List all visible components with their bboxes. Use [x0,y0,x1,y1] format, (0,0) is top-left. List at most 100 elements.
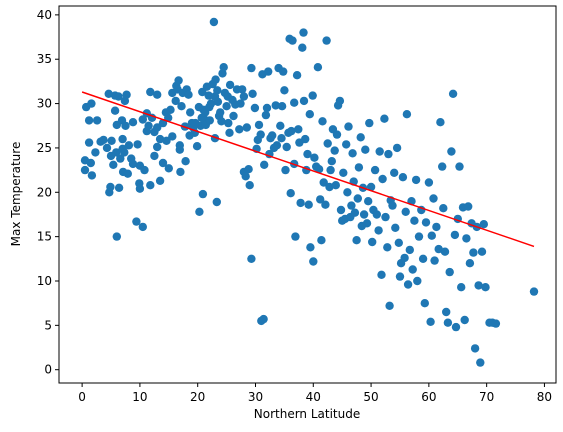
scatter-point-122 [225,128,234,137]
scatter-point-51 [146,181,155,190]
scatter-point-144 [256,130,265,139]
scatter-point-46 [138,115,147,124]
y-axis-label: Max Temperature [9,142,23,247]
scatter-point-147 [259,314,268,324]
scatter-point-58 [153,90,162,99]
x-tick-label: 20 [190,390,205,404]
scatter-point-258 [403,280,413,289]
scatter-point-101 [204,91,213,100]
scatter-point-34 [122,90,131,99]
scatter-point-300 [474,281,483,290]
scatter-point-224 [356,133,365,142]
scatter-point-175 [294,125,303,134]
scatter-point-307 [491,319,501,328]
scatter-point-202 [327,157,336,166]
scatter-point-218 [348,149,357,158]
scatter-point-287 [451,322,461,332]
scatter-point-13 [104,89,113,99]
scatter-point-259 [405,245,414,255]
scatter-point-38 [128,118,138,127]
scatter-point-60 [155,134,165,144]
scatter-point-196 [319,178,328,187]
scatter-point-1 [80,165,90,175]
scatter-point-130 [238,85,247,94]
scatter-point-276 [434,244,443,254]
scatter-point-41 [133,140,142,149]
y-tick-label: 0 [44,363,52,377]
scatter-point-248 [390,168,399,177]
scatter-point-89 [192,142,202,151]
regression-line [81,91,535,248]
scatter-point-139 [248,89,257,99]
scatter-point-156 [271,101,280,110]
scatter-point-66 [164,164,173,173]
x-tick-label: 80 [537,390,552,404]
scatter-point-125 [229,111,238,121]
scatter-point-308 [529,287,539,296]
x-tick-label: 0 [78,390,86,404]
y-tick-label: 30 [37,97,52,111]
scatter-point-181 [301,134,310,144]
scatter-point-214 [343,188,352,197]
scatter-point-26 [116,154,125,163]
scatter-point-52 [146,87,155,97]
scatter-point-103 [205,116,214,125]
plot-frame [58,5,557,384]
scatter-point-244 [384,149,393,159]
scatter-point-262 [410,216,419,225]
scatter-point-64 [162,136,171,145]
scatter-point-169 [287,126,296,136]
scatter-point-279 [439,204,448,213]
y-tick-label: 35 [37,52,52,66]
scatter-point-67 [166,105,175,115]
scatter-point-220 [350,208,360,217]
scatter-point-249 [391,223,400,232]
scatter-point-286 [450,230,460,240]
scatter-point-227 [359,210,369,219]
scatter-point-62 [158,158,168,168]
scatter-point-143 [254,120,264,130]
scatter-point-223 [354,163,364,172]
scatter-point-198 [322,36,331,45]
scatter-point-250 [392,143,402,153]
scatter-point-56 [153,142,162,152]
y-tick-label: 15 [37,230,52,244]
scatter-point-294 [464,202,473,211]
scatter-point-197 [321,200,330,209]
scatter-point-247 [388,201,397,210]
scatter-point-295 [465,259,475,268]
scatter-point-163 [280,86,289,95]
scatter-point-179 [299,28,308,37]
scatter-point-222 [353,194,362,203]
scatter-point-75 [175,145,184,154]
scatter-point-65 [164,113,173,123]
scatter-point-278 [438,162,447,171]
scatter-point-230 [364,197,373,206]
scatter-point-252 [395,272,405,281]
scatter-point-232 [366,182,376,192]
scatter-point-9 [92,116,102,125]
scatter-point-213 [342,140,351,149]
scatter-point-73 [174,76,183,85]
scatter-point-204 [330,146,339,155]
scatter-point-268 [420,299,429,308]
scatter-point-4 [84,116,94,125]
scatter-point-45 [138,222,147,232]
scatter-point-217 [347,201,356,210]
scatter-point-111 [213,86,222,95]
scatter-point-187 [308,91,317,100]
x-axis-label: Northern Latitude [254,407,360,421]
scatter-point-229 [362,219,372,228]
scatter-point-33 [121,121,130,130]
scatter-point-240 [378,174,387,184]
scatter-point-7 [87,171,97,180]
scatter-points [80,17,539,367]
scatter-point-43 [135,184,145,193]
scatter-point-11 [99,135,108,145]
scatter-point-104 [206,99,216,108]
scatter-point-192 [314,165,324,174]
scatter-point-231 [365,118,374,128]
scatter-point-119 [222,102,231,111]
scatter-point-275 [432,222,441,232]
scatter-point-47 [140,165,149,175]
